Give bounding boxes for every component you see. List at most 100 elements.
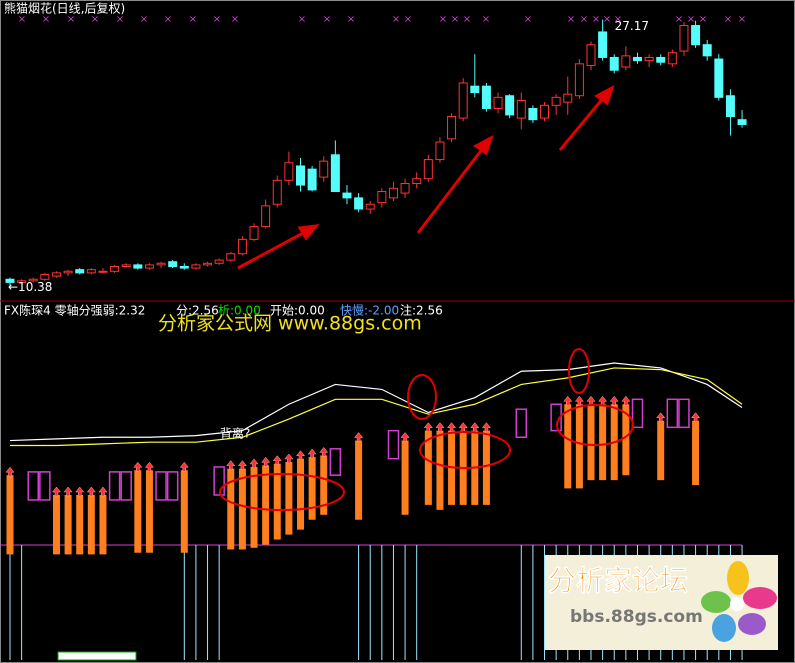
bar [564, 404, 572, 489]
candle-body [725, 95, 735, 117]
box [166, 471, 179, 501]
candle-body [400, 183, 410, 194]
candle-body [470, 85, 480, 94]
signal-arrow [574, 395, 584, 406]
ellipse [219, 473, 345, 511]
signal-mark: × [524, 14, 532, 25]
chart-title: 熊猫烟花(日线,后复权) [4, 1, 125, 16]
candle-body [423, 159, 433, 180]
box [155, 471, 167, 501]
candle-body [540, 104, 550, 119]
bar [482, 430, 490, 505]
box [27, 471, 39, 501]
bar [76, 495, 84, 555]
signal-arrow [656, 412, 666, 422]
bar [401, 440, 409, 515]
bar [64, 495, 72, 555]
bar [262, 465, 270, 545]
petal [738, 613, 766, 635]
candle-body [307, 168, 317, 191]
candle-body [214, 259, 224, 264]
bar [436, 430, 444, 510]
readout: 注:2.56 [400, 303, 443, 318]
box [550, 403, 562, 432]
signal-mark: × [213, 14, 221, 25]
signal-arrow [86, 486, 96, 497]
candle-body [63, 270, 73, 274]
signal-mark: × [451, 14, 459, 25]
candle-body [644, 56, 654, 62]
signal-mark: × [67, 14, 75, 25]
signal-mark: × [189, 14, 197, 25]
signal-arrow [144, 461, 154, 472]
signal-mark: × [675, 14, 683, 25]
signal-arrow [563, 395, 573, 406]
bar [355, 440, 363, 520]
signal-mark: × [687, 14, 695, 25]
signal-mark: × [592, 14, 600, 25]
arrow [416, 147, 485, 234]
candle-body [237, 238, 247, 255]
candle-body [679, 25, 689, 52]
high-label: 27.17 [615, 19, 649, 33]
logo-title: 分析家论坛 [548, 564, 688, 597]
candle-body [179, 265, 189, 269]
arrow-head [297, 224, 320, 241]
bar [308, 457, 316, 520]
signal-mark: × [614, 14, 622, 25]
arrow [558, 96, 606, 151]
candle-body [330, 154, 340, 192]
candle-body [598, 31, 608, 58]
signal-arrow [284, 453, 294, 464]
petal [727, 561, 749, 595]
signal-arrow [307, 448, 317, 459]
candle-body [203, 262, 213, 266]
signal-mark: × [140, 14, 148, 25]
signal-arrow [51, 486, 62, 497]
candle-body [388, 187, 398, 199]
signal-mark: × [603, 14, 611, 25]
bar [622, 404, 630, 476]
candle-body [667, 52, 677, 65]
annotation-arrows [237, 84, 615, 270]
signal-mark: × [482, 14, 490, 25]
signal-arrow [272, 455, 282, 465]
candle-body [493, 96, 503, 110]
candle-body [86, 269, 96, 274]
petal [701, 591, 731, 613]
signal-mark: × [439, 14, 447, 25]
indicator-line [10, 367, 743, 447]
arrow-head [594, 84, 615, 106]
indicator-line [9, 362, 743, 442]
price-panel: × × × × × × × × × × × × × × × × × × × × × × × × × × × × × ×27.17←10.3… [5, 14, 747, 294]
candle-body [5, 278, 15, 283]
bar [87, 495, 95, 555]
bar [6, 475, 14, 555]
signal-arrow [226, 460, 236, 470]
bar [424, 430, 432, 505]
signal-arrow [435, 422, 445, 432]
candle-body [586, 44, 596, 66]
bar [599, 404, 607, 481]
signal-arrow [481, 422, 491, 432]
candle-body [296, 165, 305, 186]
candle-body [51, 272, 61, 277]
signal-mark: × [738, 14, 746, 25]
ellipse [419, 431, 511, 469]
signal-arrow [295, 450, 306, 460]
ellipse [407, 374, 437, 420]
candle-body [272, 179, 282, 205]
arrow [237, 230, 306, 270]
candle-body [563, 93, 573, 103]
flower-center [730, 597, 744, 611]
candle-body [377, 190, 387, 204]
candle-body [621, 55, 631, 68]
bar [285, 462, 293, 535]
bar [134, 470, 142, 553]
candle-body [226, 253, 236, 261]
signal-arrow [75, 486, 85, 497]
box [387, 429, 400, 460]
bar [575, 404, 583, 489]
candle-body [40, 273, 50, 280]
